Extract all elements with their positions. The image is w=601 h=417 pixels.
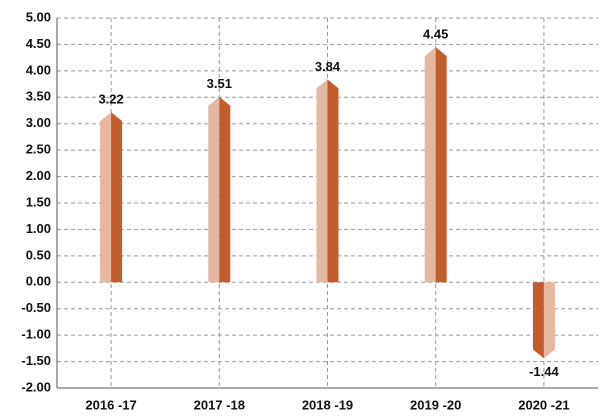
bar-right	[543, 282, 555, 359]
bar-left	[208, 96, 220, 283]
bar	[208, 96, 231, 283]
y-tick-label: 5.00	[26, 9, 51, 24]
x-tick-label: 2019 -20	[410, 397, 461, 412]
x-tick-label: 2017 -18	[194, 397, 245, 412]
bar	[100, 112, 123, 283]
bar-right	[435, 47, 447, 283]
y-tick-label: 0.50	[26, 247, 51, 262]
y-tick-label: 1.00	[26, 221, 51, 236]
y-tick-label: -2.00	[21, 379, 51, 394]
y-tick-label: 2.50	[26, 142, 51, 157]
y-tick-label: 4.00	[26, 62, 51, 77]
data-label: 3.51	[207, 76, 232, 91]
bar-left	[424, 47, 436, 283]
x-tick-label: 2020 -21	[518, 397, 569, 412]
y-tick-label: 4.50	[26, 36, 51, 51]
bar-left	[532, 282, 544, 359]
data-label: -1.44	[529, 364, 559, 379]
y-tick-label: -1.50	[21, 353, 51, 368]
y-tick-label: 0.00	[26, 274, 51, 289]
y-tick-label: -1.00	[21, 327, 51, 342]
data-label: 4.45	[423, 27, 448, 42]
y-tick-label: 1.50	[26, 194, 51, 209]
data-label: 3.84	[315, 59, 341, 74]
data-label: 3.22	[98, 92, 123, 107]
bar-right	[219, 96, 231, 283]
bar-left	[100, 112, 112, 283]
bar	[532, 282, 555, 359]
bar-right	[111, 112, 123, 283]
y-tick-label: 2.00	[26, 168, 51, 183]
bar	[424, 47, 447, 283]
bar-right	[327, 79, 339, 283]
y-tick-label: 3.00	[26, 115, 51, 130]
y-tick-label: 3.50	[26, 89, 51, 104]
x-tick-label: 2018 -19	[302, 397, 353, 412]
bar-left	[316, 79, 328, 283]
y-tick-label: -0.50	[21, 300, 51, 315]
x-tick-label: 2016 -17	[85, 397, 136, 412]
bar	[316, 79, 339, 283]
